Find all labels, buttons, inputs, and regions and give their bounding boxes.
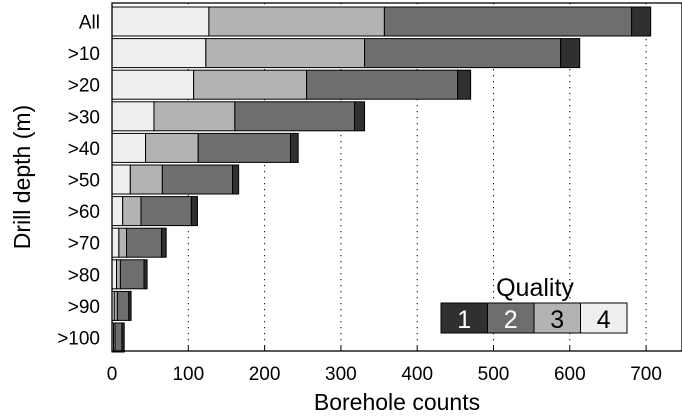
y-tick-label: >80 bbox=[68, 265, 100, 286]
bar-gt50-quality-4 bbox=[111, 164, 131, 195]
bar-gt70-quality-3 bbox=[118, 227, 127, 258]
bar-All-quality-3 bbox=[208, 6, 385, 37]
bar-gt70-quality-4 bbox=[111, 227, 120, 258]
x-tick-label: 300 bbox=[325, 364, 357, 385]
bar-gt70-quality-2 bbox=[125, 227, 163, 258]
bars bbox=[111, 6, 652, 353]
bar-gt40-quality-3 bbox=[145, 132, 199, 163]
y-tick-label: >50 bbox=[68, 171, 100, 192]
bar-gt30-quality-2 bbox=[234, 101, 356, 132]
legend-title: Quality bbox=[496, 274, 574, 302]
y-tick-label: >60 bbox=[68, 202, 100, 223]
bar-gt60-quality-1 bbox=[190, 196, 198, 227]
x-tick-label: 0 bbox=[107, 364, 118, 385]
bar-All-quality-4 bbox=[111, 6, 210, 37]
bar-gt10-quality-1 bbox=[560, 38, 581, 69]
y-tick-label: >100 bbox=[57, 329, 100, 350]
bar-gt80-quality-3 bbox=[116, 259, 121, 290]
y-tick-label: All bbox=[79, 13, 100, 34]
y-tick-label: >70 bbox=[68, 234, 100, 255]
x-tick-label: 500 bbox=[478, 364, 510, 385]
bar-gt40-quality-4 bbox=[111, 132, 147, 163]
y-tick-label: >90 bbox=[68, 297, 100, 318]
legend-label-quality-2: 2 bbox=[504, 306, 518, 334]
legend: Quality 1 2 3 4 bbox=[440, 274, 628, 334]
x-tick-label: 600 bbox=[554, 364, 586, 385]
bar-gt20-quality-2 bbox=[306, 69, 459, 100]
y-tick-labels: All >10 >20 >30 >40 >50 >60 >70 >80 >90 >100 bbox=[57, 13, 100, 350]
bar-gt10-quality-4 bbox=[111, 38, 207, 69]
x-tick-label: 200 bbox=[249, 364, 281, 385]
bar-gt100-quality-2 bbox=[114, 322, 123, 353]
y-tick-label: >10 bbox=[68, 44, 100, 65]
bar-gt30-quality-4 bbox=[111, 101, 155, 132]
bar-gt70-quality-1 bbox=[161, 227, 167, 258]
bar-gt60-quality-4 bbox=[111, 196, 124, 227]
bar-gt40-quality-1 bbox=[290, 132, 299, 163]
bar-gt30-quality-1 bbox=[354, 101, 366, 132]
bar-gt10-quality-3 bbox=[205, 38, 366, 69]
legend-label-quality-4: 4 bbox=[597, 306, 611, 334]
legend-swatch-quality-2 bbox=[487, 302, 535, 334]
bar-gt80-quality-2 bbox=[119, 259, 145, 290]
bar-gt80-quality-1 bbox=[143, 259, 148, 290]
bar-gt90-quality-2 bbox=[116, 290, 130, 321]
bar-gt60-quality-2 bbox=[140, 196, 192, 227]
bar-gt10-quality-2 bbox=[364, 38, 562, 69]
y-tick-label: >40 bbox=[68, 139, 100, 160]
y-tick-label: >30 bbox=[68, 107, 100, 128]
y-axis-title: Drill depth (m) bbox=[9, 105, 35, 249]
legend-swatch-quality-1 bbox=[440, 302, 488, 334]
x-tick-labels: 0 100 200 300 400 500 600 700 bbox=[107, 346, 662, 385]
bar-All-quality-2 bbox=[383, 6, 633, 37]
bar-gt20-quality-4 bbox=[111, 69, 195, 100]
legend-swatch-quality-4 bbox=[580, 302, 628, 334]
x-axis-title: Borehole counts bbox=[314, 389, 480, 415]
bar-gt50-quality-1 bbox=[232, 164, 240, 195]
x-tick-label: 400 bbox=[401, 364, 433, 385]
legend-swatch-quality-3 bbox=[533, 302, 581, 334]
bar-gt80-quality-4 bbox=[111, 259, 118, 290]
bar-gt50-quality-2 bbox=[161, 164, 234, 195]
bar-gt90-quality-1 bbox=[128, 290, 132, 321]
x-tick-label: 100 bbox=[172, 364, 204, 385]
bar-All-quality-1 bbox=[631, 6, 652, 37]
bar-gt50-quality-3 bbox=[129, 164, 163, 195]
legend-label-quality-3: 3 bbox=[550, 306, 564, 334]
x-tick-label: 700 bbox=[630, 364, 662, 385]
bar-gt30-quality-3 bbox=[153, 101, 236, 132]
y-tick-label: >20 bbox=[68, 76, 100, 97]
bar-gt100-quality-1 bbox=[121, 322, 125, 353]
bar-gt20-quality-1 bbox=[457, 69, 472, 100]
bar-gt20-quality-3 bbox=[193, 69, 308, 100]
bar-gt60-quality-3 bbox=[122, 196, 142, 227]
legend-cells: 1 2 3 4 bbox=[440, 302, 628, 334]
legend-label-quality-1: 1 bbox=[457, 306, 471, 334]
plot-frame bbox=[111, 2, 682, 352]
bar-gt40-quality-2 bbox=[197, 132, 292, 163]
